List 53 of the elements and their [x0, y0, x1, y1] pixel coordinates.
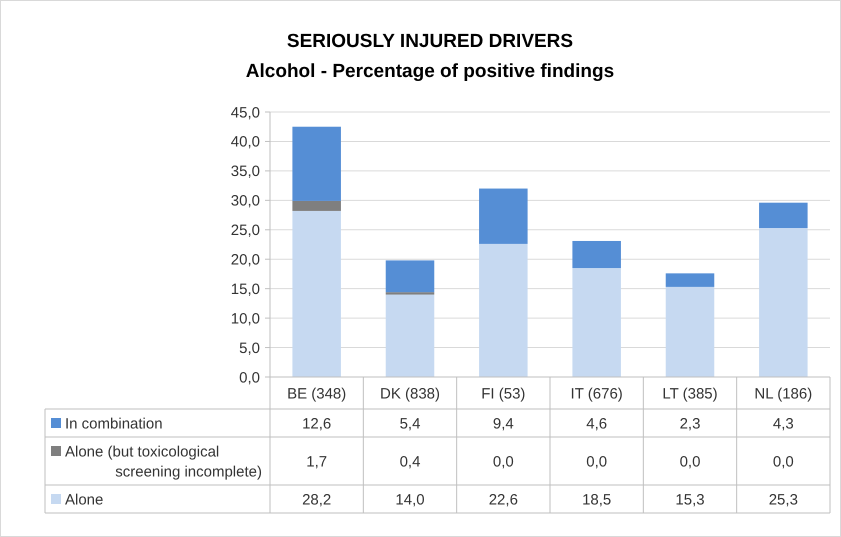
bar: [292, 200, 341, 211]
data-label: 14,0: [395, 491, 425, 508]
chart-title: SERIOUSLY INJURED DRIVERS: [286, 31, 574, 52]
data-label: 2,3: [680, 415, 700, 432]
legend-label: In combination: [65, 415, 163, 432]
y-tick-label: 0,0: [239, 369, 260, 386]
x-tick-label: FI (53): [481, 385, 526, 402]
y-tick-label: 20,0: [230, 251, 260, 268]
x-tick-label: BE (348): [287, 385, 346, 402]
bar: [759, 228, 808, 377]
data-label: 0,0: [492, 453, 514, 470]
bar: [386, 260, 434, 292]
y-tick-label: 30,0: [230, 192, 260, 210]
bar: [479, 244, 528, 377]
bar: [292, 126, 341, 201]
data-label: 9,4: [492, 415, 514, 432]
data-label: 25,3: [768, 491, 798, 508]
legend-label: Alone (but toxicological screening incomplete): [65, 443, 262, 480]
y-tick-label: 45,0: [230, 104, 260, 122]
data-label: 4,3: [772, 415, 794, 432]
bar: [386, 294, 434, 377]
data-label: 0,0: [772, 453, 794, 470]
y-tick-label: 15,0: [230, 280, 260, 298]
bar: [292, 210, 341, 377]
bar: [666, 273, 714, 287]
data-label: 4,6: [586, 415, 608, 432]
data-label: 5,4: [400, 415, 420, 432]
x-tick-label: LT (385): [662, 385, 718, 402]
bar: [759, 202, 808, 228]
data-label: 0,4: [400, 453, 420, 470]
data-label: 15,3: [675, 491, 705, 508]
y-tick-label: 35,0: [230, 163, 260, 180]
data-label: 22,6: [488, 491, 518, 508]
data-label: 1,7: [306, 453, 328, 470]
data-label: 0,0: [680, 453, 700, 470]
data-label: 18,5: [582, 491, 612, 508]
y-tick-label: 5,0: [239, 340, 260, 357]
data-label: 28,2: [302, 491, 332, 508]
data-label: 12,6: [302, 415, 332, 432]
x-tick-label: DK (838): [380, 385, 440, 402]
y-tick-label: 25,0: [230, 222, 260, 240]
bar: [666, 286, 714, 377]
data-label: 0,0: [586, 453, 608, 470]
y-tick-label: 40,0: [230, 134, 260, 151]
x-tick-label: IT (676): [570, 385, 623, 402]
x-tick-label: NL (186): [754, 385, 812, 402]
bar: [572, 240, 621, 268]
y-tick-label: 10,0: [230, 310, 260, 328]
bar: [572, 268, 621, 377]
bar: [386, 292, 434, 295]
chart-subtitle: Alcohol - Percentage of positive findings: [246, 61, 614, 82]
bar: [479, 188, 528, 244]
legend-label: Alone: [65, 491, 104, 508]
